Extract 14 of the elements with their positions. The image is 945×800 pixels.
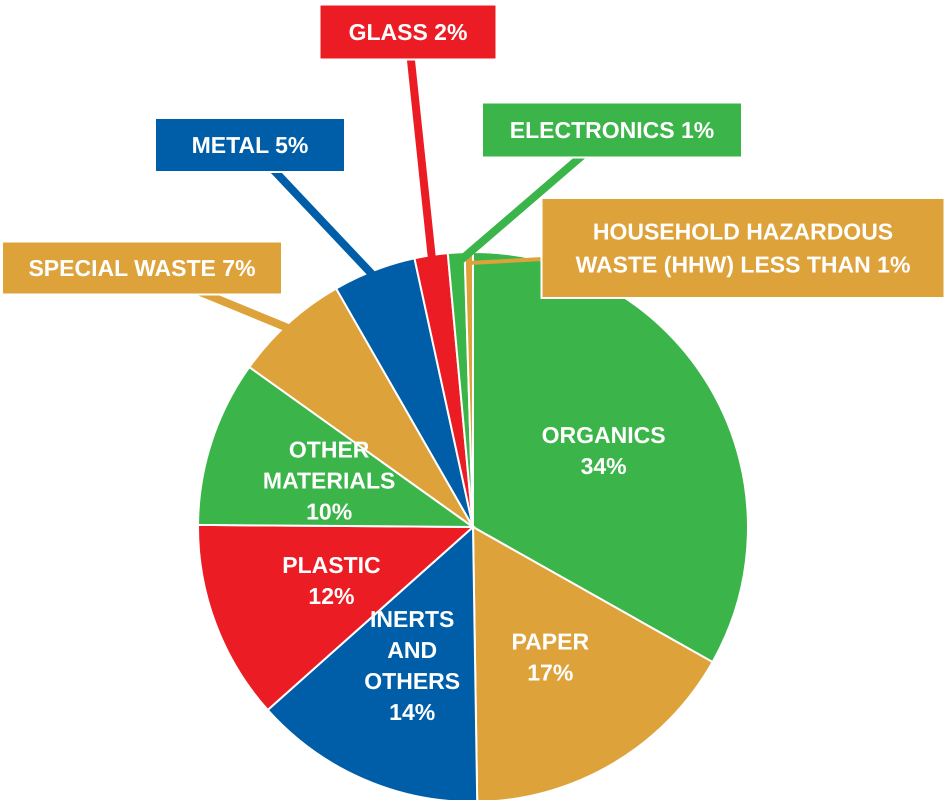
slice-label: SPECIAL WASTE 7%: [28, 255, 256, 281]
data-label: 34%: [580, 453, 627, 480]
data-label: 14%: [389, 698, 436, 725]
slice-label: PLASTIC: [282, 552, 381, 578]
slice-label: ORGANICS: [542, 422, 666, 448]
slice-label: ELECTRONICS 1%: [510, 117, 714, 143]
slice-label: GLASS 2%: [348, 19, 468, 45]
data-label: 12%: [308, 582, 354, 609]
slice-label: PAPER: [512, 628, 590, 655]
slice-label: OTHER MATERIALS: [262, 436, 396, 494]
data-label: 10%: [306, 498, 352, 524]
slice-label: METAL 5%: [192, 132, 308, 158]
data-label: 17%: [527, 660, 574, 686]
slice-label: INERTS AND OTHERS: [364, 606, 460, 694]
